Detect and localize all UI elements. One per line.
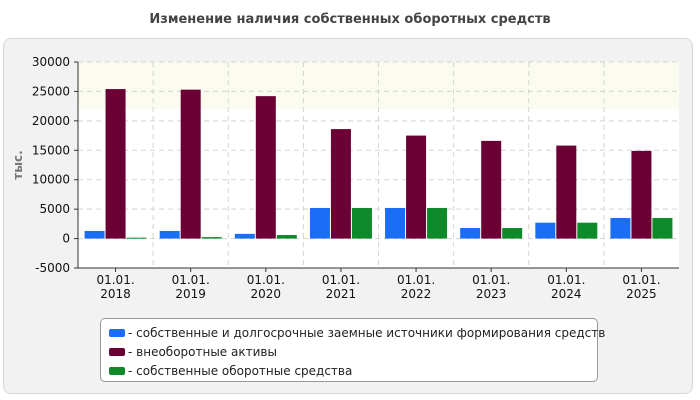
y-tick-label: 25000 — [32, 84, 70, 98]
legend-label: - собственные оборотные средства — [128, 363, 353, 378]
bar — [84, 230, 105, 239]
bar — [577, 222, 598, 239]
bar — [255, 96, 276, 239]
legend-item-working-capital: - собственные оборотные средства — [109, 361, 597, 380]
bar — [481, 140, 502, 239]
chart-title: Изменение наличия собственных оборотных … — [149, 12, 551, 27]
bar — [652, 217, 673, 239]
legend-label: - внеоборотные активы — [128, 344, 277, 359]
bar — [406, 135, 427, 239]
bar — [385, 207, 406, 239]
y-tick-label: 10000 — [32, 173, 70, 187]
x-tick-label: 2024 — [551, 287, 582, 301]
legend-item-noncurrent-assets: - внеоборотные активы — [109, 342, 597, 361]
x-tick-label: 2022 — [401, 287, 432, 301]
x-tick-label: 01.01. — [547, 273, 585, 287]
x-tick-label: 2020 — [251, 287, 282, 301]
chart-plot: -5000 0 5000 10000 15000 20000 25000 30000 тыс. 0… — [11, 55, 679, 301]
bar — [276, 235, 297, 239]
x-tick-label: 2018 — [100, 287, 131, 301]
bar — [556, 145, 577, 239]
y-tick-label: -5000 — [35, 261, 70, 275]
x-tick-label: 01.01. — [397, 273, 435, 287]
legend-label: - собственные и долгосрочные заемные ист… — [128, 325, 606, 340]
legend-swatch — [109, 328, 125, 337]
bar — [126, 237, 147, 239]
x-tick-label: 01.01. — [622, 273, 660, 287]
x-tick-label: 2019 — [175, 287, 206, 301]
bar — [502, 227, 523, 239]
x-tick-label: 2023 — [476, 287, 507, 301]
legend-item-sources: - собственные и долгосрочные заемные ист… — [109, 323, 605, 342]
y-tick-label: 30000 — [32, 55, 70, 69]
y-tick-label: 5000 — [39, 202, 70, 216]
bar — [201, 237, 222, 239]
x-tick-label: 01.01. — [96, 273, 134, 287]
bar — [351, 207, 372, 239]
bar — [159, 230, 180, 239]
x-tick-label: 01.01. — [247, 273, 285, 287]
x-tick-label: 01.01. — [172, 273, 210, 287]
y-tick-label: 15000 — [32, 143, 70, 157]
chart-legend: - собственные и долгосрочные заемные ист… — [100, 318, 605, 382]
bar — [309, 207, 330, 239]
y-tick-label: 0 — [62, 232, 70, 246]
bar — [610, 217, 631, 239]
bar — [105, 89, 126, 239]
y-axis-label: тыс. — [11, 150, 25, 179]
x-tick-label: 01.01. — [472, 273, 510, 287]
legend-swatch — [109, 366, 125, 375]
x-tick-label: 2025 — [626, 287, 657, 301]
bar — [234, 233, 255, 239]
bar — [330, 129, 351, 239]
bar — [631, 150, 652, 239]
x-tick-label: 2021 — [326, 287, 357, 301]
legend-swatch — [109, 347, 125, 356]
bar — [535, 222, 556, 239]
bar — [460, 227, 481, 239]
bar — [180, 89, 201, 239]
x-tick-label: 01.01. — [322, 273, 360, 287]
y-tick-label: 20000 — [32, 114, 70, 128]
bar — [427, 207, 448, 239]
